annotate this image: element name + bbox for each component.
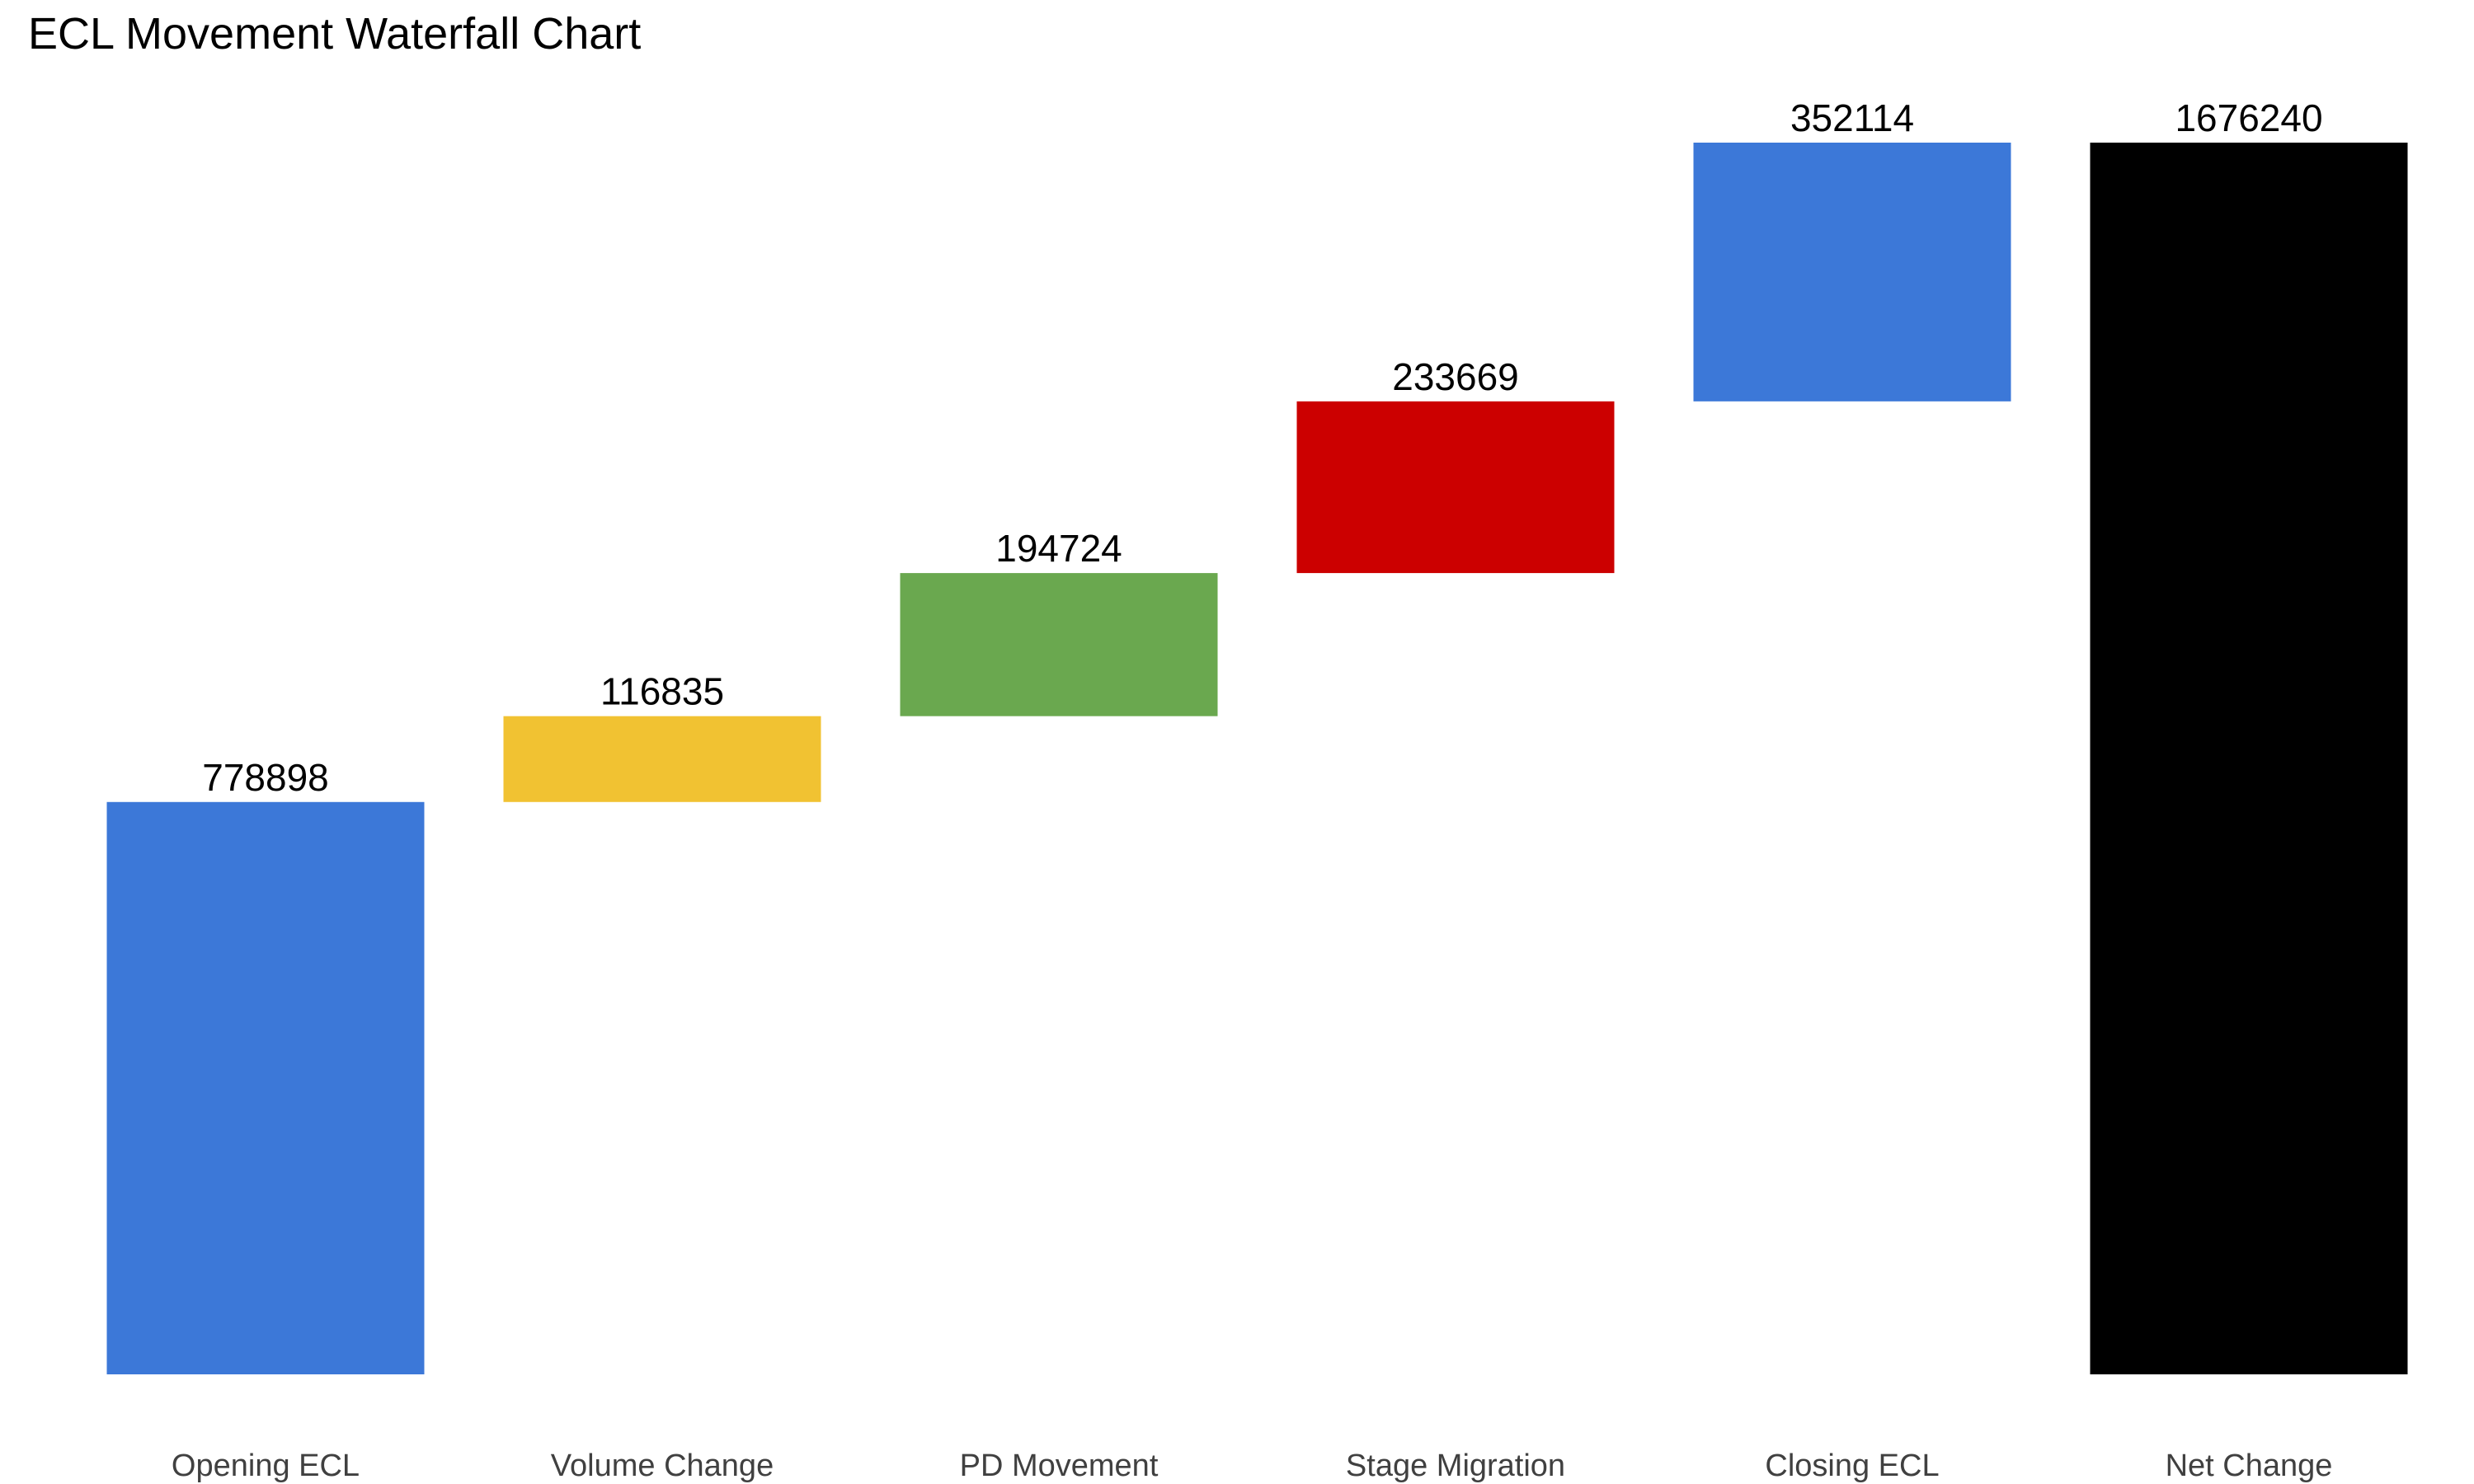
data-label: 233669 — [1392, 355, 1519, 398]
bar-pd-movement — [900, 573, 1218, 716]
x-tick-label: Net Change — [2166, 1449, 2333, 1483]
x-tick-label: Opening ECL — [172, 1449, 360, 1483]
data-label: 1676240 — [2175, 96, 2322, 139]
data-label: 352114 — [1790, 96, 1914, 139]
chart-title: ECL Movement Waterfall Chart — [28, 9, 642, 59]
bar-stage-migration — [1296, 401, 1615, 574]
x-tick-label: Stage Migration — [1346, 1449, 1565, 1483]
bar-closing-ecl — [1693, 143, 2011, 402]
data-label: 116835 — [600, 670, 724, 713]
x-tick-label: Volume Change — [551, 1449, 774, 1483]
data-label: 778898 — [202, 756, 329, 799]
data-label: 194724 — [995, 527, 1122, 570]
bar-net-change — [2090, 143, 2408, 1374]
bar-volume-change — [503, 716, 821, 802]
bar-opening-ecl — [106, 801, 425, 1374]
x-tick-label: Closing ECL — [1765, 1449, 1939, 1483]
x-tick-label: PD Movement — [960, 1449, 1159, 1483]
